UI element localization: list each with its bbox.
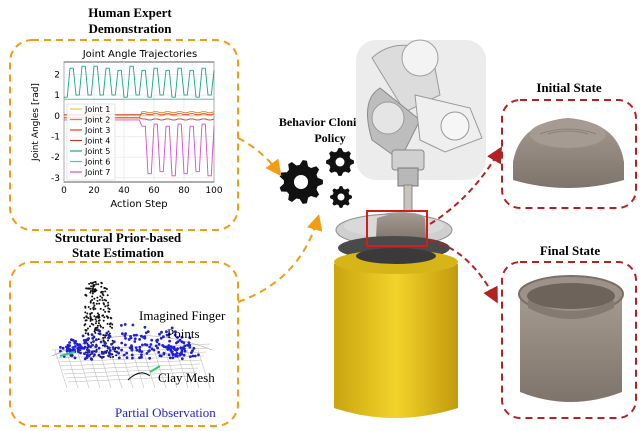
arrow-wheel-to-initial: [429, 146, 503, 225]
gear-medium-icon: [326, 148, 354, 176]
chart-ytick-label: 0: [54, 112, 60, 122]
initial-clay-rings: [539, 128, 597, 135]
initial-state-title: Initial State: [536, 80, 602, 95]
demo-dashed-box: [9, 39, 239, 231]
chart-legend-box: [66, 103, 116, 181]
wheel-hub: [356, 248, 436, 264]
chart-ylabel: Joint Angles [rad]: [31, 83, 41, 162]
arrow-wheel-to-final: [429, 239, 498, 304]
robot-gripper: [397, 167, 419, 187]
robot-photo: [334, 39, 486, 418]
joint-chart: Joint Angle Trajectories 2 1 0 -1 -2 -3 0 20 40…: [31, 49, 223, 210]
green-mesh-edge: [59, 351, 161, 373]
final-clay-inner-wall: [528, 300, 614, 319]
final-clay-opening: [527, 283, 615, 309]
robot-joint-top: [401, 39, 439, 77]
demo-title-line1: Human Expert: [88, 5, 172, 20]
label-clay-mesh: Clay Mesh: [158, 370, 215, 385]
final-clay: [518, 275, 624, 402]
initial-clay-top: [530, 120, 606, 148]
chart-ytick-label: -3: [51, 174, 60, 184]
chart-legend-label: Joint 3: [84, 126, 110, 135]
chart-ytick-label: -1: [51, 132, 60, 142]
chart-xtick-label: 100: [205, 186, 222, 196]
final-state-box: [501, 261, 637, 419]
arrow-estimation-to-policy: [237, 214, 323, 303]
final-state-title: Final State: [540, 243, 601, 258]
chart-xtick-label: 0: [61, 186, 67, 196]
clay-focus-box: [366, 210, 428, 247]
chart-xtick-label: 60: [148, 186, 160, 196]
chart-legend-label: Joint 5: [84, 147, 110, 156]
final-clay-body: [520, 295, 622, 402]
policy-line2: Policy: [314, 131, 345, 145]
chart-x-ticks: 0 20 40 60 80 100: [61, 186, 223, 196]
state-est-dashed-box: [9, 261, 239, 427]
chart-legend-label: Joint 7: [84, 168, 110, 177]
robot-flange: [391, 149, 425, 171]
label-partial-observation: Partial Observation: [115, 405, 216, 420]
chart-legend-label: Joint 1: [84, 105, 110, 114]
gear-small-icon: [330, 186, 352, 208]
chart-line-joint-5: [64, 65, 215, 98]
chart-xtick-label: 20: [88, 186, 100, 196]
chart-ytick-label: -2: [51, 153, 60, 163]
gears-icon: [279, 148, 354, 208]
demo-title-line2: Demonstration: [88, 21, 172, 36]
chart-legend-label: Joint 6: [84, 158, 110, 167]
state-est-title-line1: Structural Prior-based: [55, 230, 182, 245]
label-finger-line2: Points: [167, 326, 200, 341]
clay-mesh-pointer: [127, 372, 151, 381]
state-est-title-line2: State Estimation: [72, 245, 165, 260]
clay-on-wheel-front: [376, 213, 426, 242]
initial-clay: [513, 118, 624, 188]
robot-finger-tool: [403, 184, 413, 212]
chart-ytick-label: 2: [54, 70, 60, 80]
label-finger-line1: Imagined Finger: [139, 308, 226, 323]
chart-ytick-label: 1: [54, 91, 60, 101]
chart-y-ticks: 2 1 0 -1 -2 -3: [51, 70, 60, 183]
chart-xtick-label: 40: [118, 186, 130, 196]
yellow-stand: [334, 257, 458, 418]
robot-wrist-joint: [440, 111, 470, 141]
policy-line1: Behavior Cloning: [279, 115, 369, 129]
chart-legend-label: Joint 4: [84, 137, 110, 146]
chart-legend-label: Joint 2: [84, 116, 110, 125]
chart-title: Joint Angle Trajectories: [82, 49, 198, 60]
chart-xtick-label: 80: [178, 186, 190, 196]
robot-elbow-joint: [371, 101, 405, 135]
partial-observation-points: [59, 323, 200, 361]
chart-xlabel: Action Step: [110, 199, 167, 210]
arrow-demo-to-policy: [237, 137, 282, 177]
point-cloud-illustration: [51, 281, 213, 389]
gear-large-icon: [279, 160, 323, 204]
